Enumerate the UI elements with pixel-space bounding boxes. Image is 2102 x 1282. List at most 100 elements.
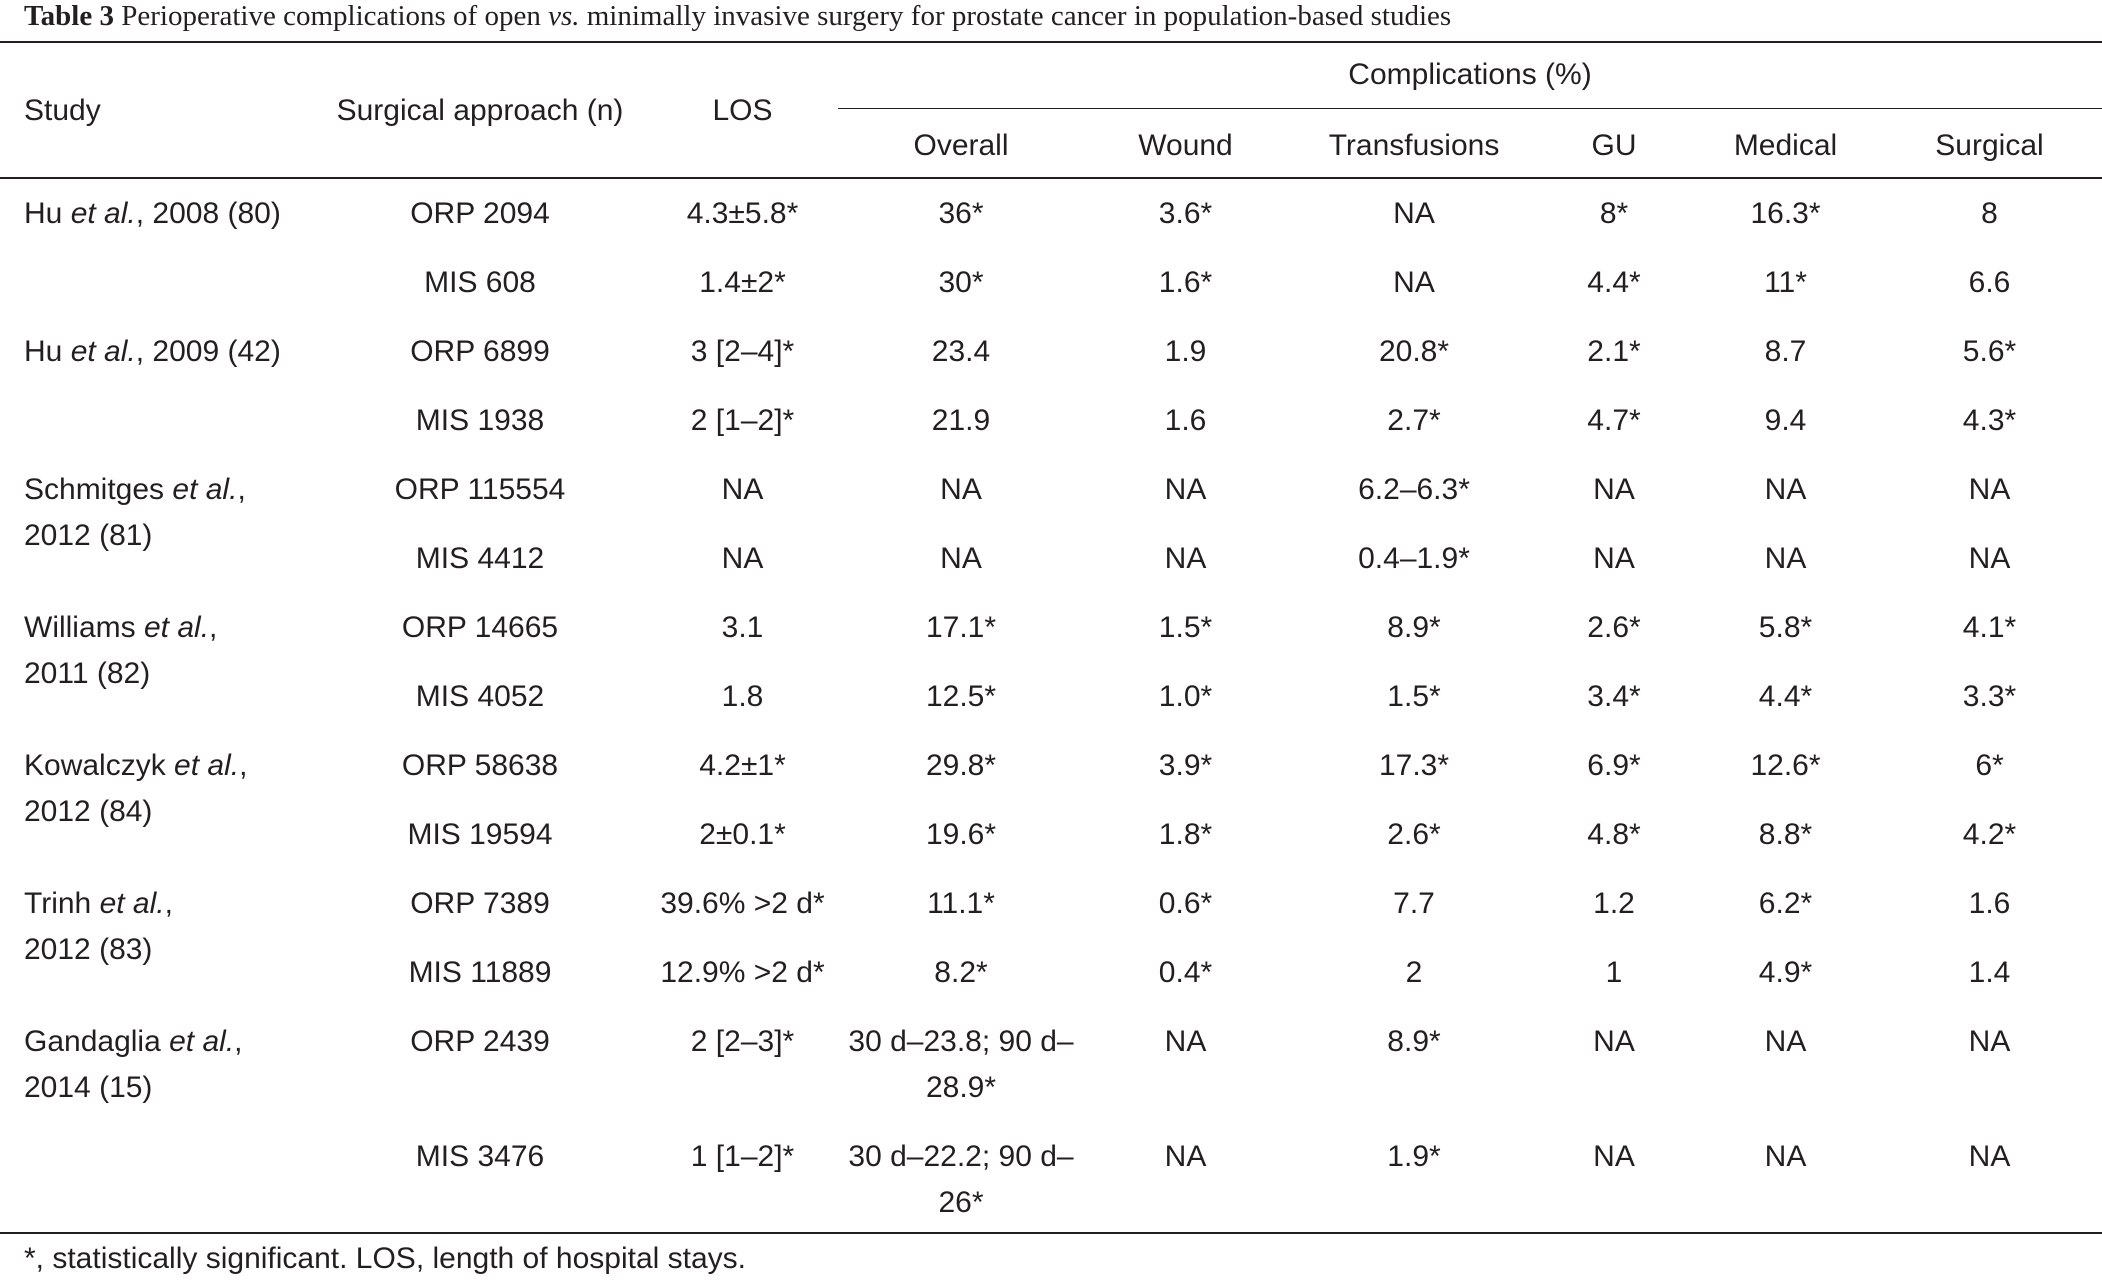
- study-et-al: et al.: [144, 611, 210, 644]
- study-year: , 2009 (42): [135, 335, 281, 368]
- cell-los: NA: [721, 473, 764, 506]
- caption-vs: vs.: [548, 0, 580, 32]
- study-author: Trinh: [24, 887, 100, 920]
- cell-overall: 21.9: [931, 404, 991, 437]
- cell-surgical: 5.6*: [1962, 335, 2017, 368]
- cell-gu: 4.4*: [1587, 266, 1641, 299]
- table-label: Table 3: [24, 0, 114, 32]
- cell-overall: 11.1*: [927, 887, 995, 920]
- cell-wound: 1.6: [1164, 404, 1207, 437]
- cell-los: 1 [1–2]*: [690, 1140, 795, 1173]
- cell-gu: 2.6*: [1587, 611, 1641, 644]
- cell-medical: 11*: [1764, 266, 1807, 299]
- cell-approach: MIS 11889: [408, 956, 552, 989]
- cell-medical: 4.9*: [1758, 956, 1813, 989]
- study-author: Hu: [24, 197, 71, 230]
- cell-approach: MIS 19594: [407, 818, 553, 851]
- cell-medical: NA: [1764, 542, 1807, 575]
- cell-medical: 5.8*: [1758, 611, 1813, 644]
- study-author: Williams: [24, 611, 144, 644]
- table-caption: Table 3 Perioperative complications of o…: [24, 0, 2084, 36]
- cell-transfusions: NA: [1393, 197, 1435, 230]
- study-cell: Schmitges et al., 2012 (81): [24, 467, 246, 559]
- cell-los: 39.6% >2 d*: [660, 887, 825, 920]
- header-surgical: Surgical: [1935, 129, 2044, 162]
- cell-gu: 8*: [1599, 197, 1629, 230]
- study-author: Schmitges: [24, 473, 173, 506]
- cell-approach: ORP 14665: [401, 611, 559, 644]
- caption-text-2: minimally invasive surgery for prostate …: [579, 0, 1452, 32]
- cell-wound: 3.9*: [1158, 749, 1213, 782]
- cell-wound: NA: [1164, 473, 1207, 506]
- cell-los: 3.1: [721, 611, 764, 644]
- cell-approach: ORP 115554: [394, 473, 566, 506]
- cell-approach: ORP 2094: [410, 197, 550, 230]
- study-et-al: et al.: [169, 1025, 235, 1058]
- cell-surgical: 4.3*: [1962, 404, 2017, 437]
- cell-los: 1.4±2*: [699, 266, 786, 299]
- study-et-al: et al.: [172, 473, 238, 506]
- cell-transfusions: 2.7*: [1387, 404, 1441, 437]
- header-approach: Surgical approach (n): [336, 94, 624, 127]
- cell-transfusions: 20.8*: [1378, 335, 1450, 368]
- cell-wound: 0.6*: [1158, 887, 1213, 920]
- cell-wound: 1.6*: [1158, 266, 1213, 299]
- cell-medical: 4.4*: [1758, 680, 1813, 713]
- cell-gu: 1.2: [1593, 887, 1635, 920]
- cell-approach: ORP 6899: [410, 335, 550, 368]
- header-study: Study: [24, 94, 101, 127]
- study-et-al: et al.: [174, 749, 240, 782]
- cell-approach: ORP 7389: [410, 887, 550, 920]
- study-author: Hu: [24, 335, 71, 368]
- study-year-line: 2011 (82): [24, 657, 151, 690]
- cell-overall: 36*: [938, 197, 984, 230]
- cell-los: 2±0.1*: [699, 818, 786, 851]
- cell-overall: 12.5*: [925, 680, 997, 713]
- cell-transfusions: 1.9*: [1387, 1140, 1441, 1173]
- cell-los: 3 [2–4]*: [690, 335, 795, 368]
- cell-los: 2 [2–3]*: [690, 1025, 795, 1058]
- cell-los: NA: [721, 542, 764, 575]
- cell-gu: NA: [1593, 542, 1635, 575]
- cell-transfusions: 2: [1405, 956, 1423, 989]
- cell-wound: 3.6*: [1158, 197, 1213, 230]
- cell-approach: ORP 2439: [410, 1025, 550, 1058]
- study-year-line: 2012 (81): [24, 519, 153, 552]
- study-cell: Gandaglia et al., 2014 (15): [24, 1019, 243, 1111]
- cell-transfusions: 17.3*: [1378, 749, 1450, 782]
- cell-overall: 29.8*: [925, 749, 997, 782]
- cell-medical: 16.3*: [1750, 197, 1821, 230]
- study-year: ,: [237, 473, 246, 506]
- study-cell: Kowalczyk et al., 2012 (84): [24, 743, 247, 835]
- study-year: ,: [164, 887, 173, 920]
- study-cell: Hu et al., 2009 (42): [24, 329, 281, 375]
- study-cell: Hu et al., 2008 (80): [24, 191, 281, 237]
- cell-los: 2 [1–2]*: [690, 404, 795, 437]
- study-year: ,: [234, 1025, 243, 1058]
- cell-overall: NA: [940, 473, 982, 506]
- cell-approach: MIS 4412: [415, 542, 545, 575]
- cell-wound: NA: [1164, 1025, 1207, 1058]
- caption-text-1: Perioperative complications of open: [114, 0, 549, 32]
- cell-approach: MIS 1938: [415, 404, 545, 437]
- cell-surgical: NA: [1968, 1140, 2011, 1173]
- cell-los: 4.3±5.8*: [686, 197, 799, 230]
- cell-wound: 1.8*: [1158, 818, 1213, 851]
- cell-transfusions: 8.9*: [1387, 1025, 1441, 1058]
- cell-medical: 8.8*: [1758, 818, 1813, 851]
- cell-los: 4.2±1*: [699, 749, 786, 782]
- cell-gu: 4.8*: [1587, 818, 1641, 851]
- cell-surgical: 6.6: [1968, 266, 2011, 299]
- cell-overall: 30 d–23.8; 90 d–28.9*: [848, 1025, 1074, 1104]
- header-medical: Medical: [1733, 129, 1838, 162]
- cell-approach: MIS 4052: [415, 680, 545, 713]
- cell-gu: 1: [1605, 956, 1623, 989]
- cell-medical: 9.4: [1764, 404, 1807, 437]
- cell-surgical: NA: [1968, 473, 2011, 506]
- cell-medical: 8.7: [1764, 335, 1807, 368]
- cell-surgical: 1.4: [1968, 956, 2011, 989]
- cell-medical: 12.6*: [1750, 749, 1821, 782]
- study-author: Gandaglia: [24, 1025, 170, 1058]
- study-et-al: et al.: [70, 197, 136, 230]
- study-year-line: 2012 (83): [24, 933, 153, 966]
